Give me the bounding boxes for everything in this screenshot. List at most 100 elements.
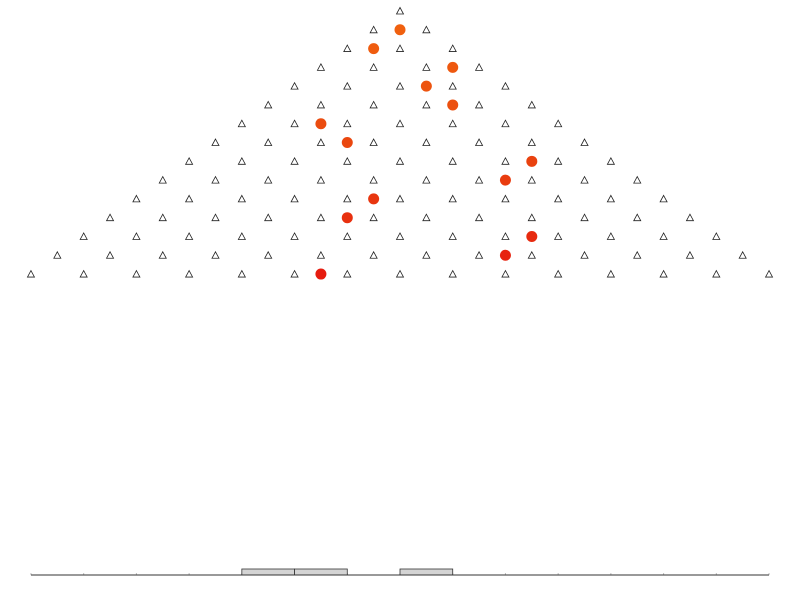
peg — [501, 232, 510, 240]
peg — [633, 250, 642, 259]
ball — [368, 43, 380, 55]
ball — [420, 80, 432, 92]
peg — [158, 175, 167, 184]
peg — [264, 250, 273, 259]
peg — [448, 194, 457, 203]
peg — [290, 119, 299, 128]
peg — [343, 81, 352, 90]
peg — [527, 138, 536, 146]
peg — [237, 119, 247, 128]
peg — [501, 194, 510, 203]
peg — [422, 25, 431, 34]
peg — [448, 156, 457, 165]
peg — [395, 81, 405, 90]
peg — [211, 138, 220, 146]
peg — [712, 269, 721, 278]
peg — [343, 232, 352, 240]
peg — [316, 63, 326, 71]
peg — [290, 194, 299, 203]
peg — [211, 213, 220, 222]
peg — [448, 232, 457, 240]
peg — [264, 100, 273, 109]
peg — [369, 25, 378, 34]
peg — [237, 194, 247, 203]
peg — [606, 194, 616, 203]
peg — [422, 250, 431, 259]
peg — [580, 175, 589, 184]
ball — [447, 99, 459, 111]
peg — [422, 63, 431, 71]
peg — [53, 250, 62, 259]
peg — [659, 269, 668, 278]
peg — [132, 194, 141, 203]
ball — [315, 268, 327, 280]
ball — [499, 174, 511, 186]
peg — [527, 175, 536, 184]
peg — [184, 156, 194, 165]
ball — [315, 118, 327, 130]
peg — [290, 232, 299, 240]
peg — [237, 232, 247, 240]
peg — [316, 250, 326, 259]
peg — [422, 213, 431, 222]
peg — [448, 269, 457, 278]
peg — [369, 100, 378, 109]
peg — [343, 119, 352, 128]
peg — [158, 250, 167, 259]
peg — [659, 232, 668, 240]
peg — [422, 175, 431, 184]
peg — [395, 232, 405, 240]
peg — [580, 138, 589, 146]
peg — [290, 81, 299, 90]
peg — [553, 194, 563, 203]
peg — [474, 138, 484, 146]
peg — [395, 6, 405, 15]
peg — [343, 44, 352, 52]
ball — [368, 193, 380, 205]
ball — [499, 249, 511, 261]
peg — [264, 138, 273, 146]
histogram-bar — [399, 568, 454, 576]
ball — [394, 24, 406, 36]
histogram-bar — [294, 568, 348, 576]
histogram-bar — [241, 568, 295, 576]
peg — [395, 119, 405, 128]
peg — [184, 269, 194, 278]
peg — [237, 156, 247, 165]
peg — [738, 250, 747, 259]
peg — [501, 81, 510, 90]
peg — [606, 156, 616, 165]
peg — [501, 156, 510, 165]
peg — [553, 156, 563, 165]
peg — [79, 269, 88, 278]
peg — [501, 269, 510, 278]
peg — [343, 194, 352, 203]
peg — [422, 138, 431, 146]
peg — [474, 213, 484, 222]
peg — [316, 175, 326, 184]
peg — [264, 213, 273, 222]
peg — [685, 250, 695, 259]
peg — [712, 232, 721, 240]
peg — [105, 213, 115, 222]
peg — [448, 81, 457, 90]
peg — [685, 213, 695, 222]
peg — [395, 156, 405, 165]
peg — [369, 138, 378, 146]
peg — [369, 213, 378, 222]
peg — [580, 213, 589, 222]
peg — [132, 232, 141, 240]
peg — [474, 175, 484, 184]
peg — [659, 194, 668, 203]
peg — [448, 44, 457, 52]
peg — [474, 100, 484, 109]
peg — [474, 250, 484, 259]
peg — [580, 250, 589, 259]
ball — [526, 155, 538, 167]
peg — [79, 232, 88, 240]
peg — [316, 138, 326, 146]
peg — [395, 269, 405, 278]
peg — [290, 156, 299, 165]
